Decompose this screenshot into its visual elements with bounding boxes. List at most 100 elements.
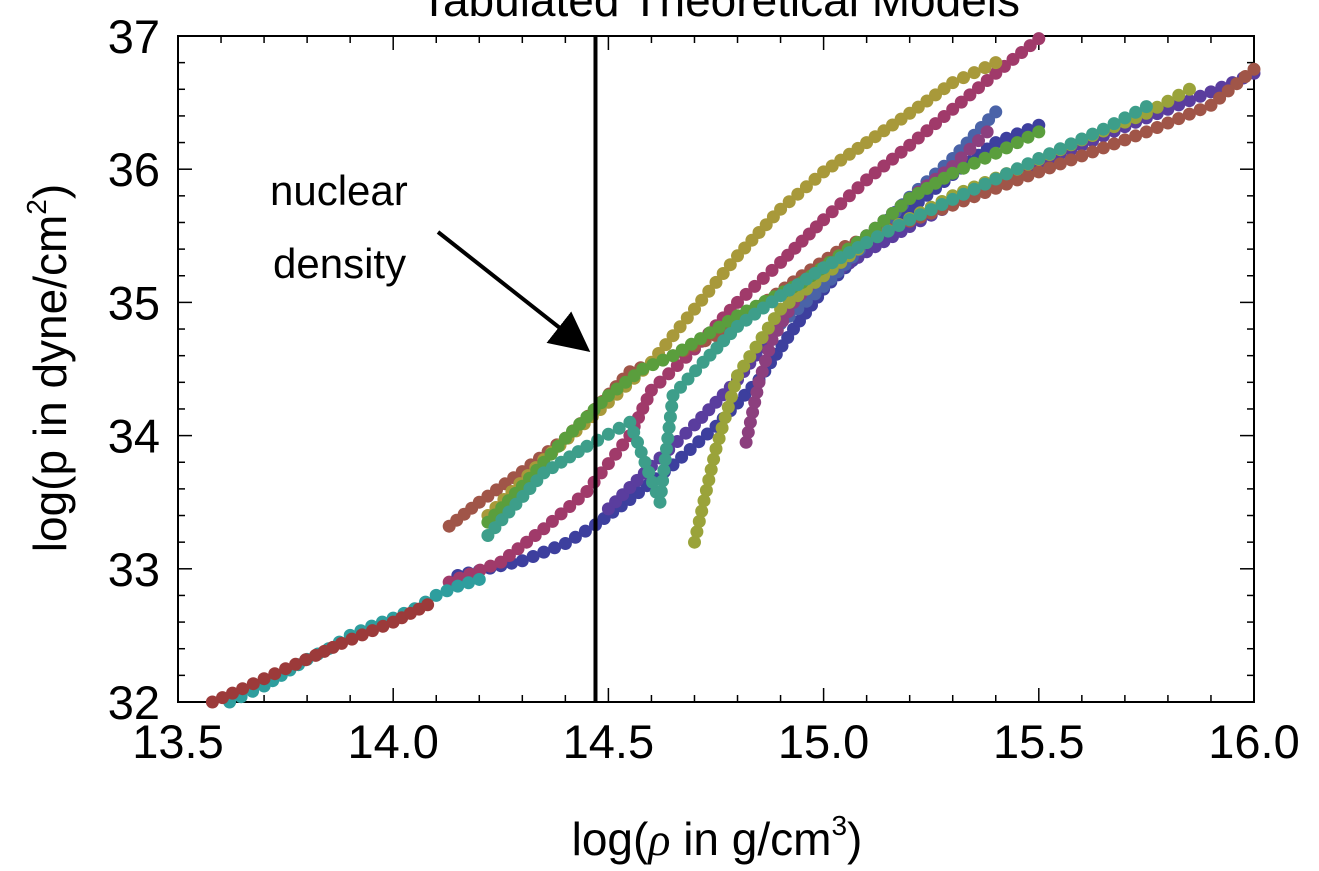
data-point — [924, 203, 938, 217]
data-point — [721, 400, 735, 414]
data-point — [1118, 133, 1132, 147]
data-point — [718, 411, 732, 424]
data-point — [690, 525, 704, 539]
data-point — [697, 494, 711, 508]
data-point — [580, 485, 594, 498]
data-point — [989, 146, 1003, 160]
data-point — [638, 455, 652, 469]
data-point — [1086, 145, 1100, 159]
data-point — [1238, 70, 1252, 83]
data-point — [515, 554, 529, 568]
data-point — [609, 447, 623, 461]
data-point — [1043, 147, 1057, 161]
data-point — [870, 230, 884, 244]
data-point — [894, 145, 908, 159]
data-point — [656, 353, 670, 367]
data-point — [935, 198, 949, 211]
data-point — [989, 172, 1003, 186]
data-point — [920, 124, 934, 138]
data-point — [715, 421, 729, 435]
data-point — [440, 584, 454, 598]
data-point — [877, 214, 891, 228]
data-point — [737, 359, 751, 373]
data-point — [279, 662, 293, 676]
data-point — [1161, 116, 1175, 130]
data-point — [957, 161, 970, 175]
data-point — [957, 187, 970, 201]
data-point — [967, 156, 981, 170]
data-point — [289, 657, 303, 671]
data-point — [978, 61, 992, 75]
data-point — [791, 187, 805, 201]
data-point — [1032, 32, 1046, 46]
data-point — [748, 279, 762, 293]
data-point — [963, 142, 977, 156]
data-point — [954, 151, 968, 165]
data-point — [659, 338, 673, 352]
data-point — [723, 258, 737, 272]
data-point — [762, 343, 776, 357]
data-point — [257, 672, 271, 686]
x-tick-labels: 13.5 14.0 14.5 15.0 15.5 16.0 — [132, 715, 1299, 768]
data-points — [205, 32, 1261, 709]
data-point — [1053, 142, 1067, 156]
data-point — [709, 275, 723, 289]
data-point — [472, 572, 486, 586]
data-point — [1172, 112, 1186, 126]
y-tick-labels: 32 33 34 35 36 37 — [108, 10, 160, 729]
data-point — [646, 358, 660, 372]
data-point — [661, 431, 675, 445]
data-point — [989, 105, 1003, 119]
data-point — [892, 219, 906, 232]
data-point — [578, 524, 592, 538]
data-point — [978, 177, 992, 191]
data-point — [972, 81, 985, 95]
data-point — [236, 682, 250, 696]
data-point — [881, 224, 895, 238]
data-point — [646, 475, 659, 489]
data-point — [366, 624, 379, 638]
data-point — [894, 199, 908, 213]
data-point — [1172, 88, 1186, 102]
data-point — [1182, 82, 1196, 96]
data-point — [799, 180, 813, 194]
data-point — [842, 189, 856, 203]
data-point — [946, 166, 960, 180]
y-tick-label: 33 — [108, 543, 160, 596]
data-point — [1010, 162, 1024, 176]
data-point — [699, 483, 713, 497]
data-point — [749, 340, 763, 354]
data-point — [299, 653, 313, 667]
data-point — [1247, 62, 1261, 76]
data-point — [681, 372, 695, 386]
data-point — [1096, 141, 1110, 155]
data-point — [707, 452, 721, 466]
data-point — [631, 435, 644, 449]
data-point — [568, 530, 582, 544]
data-point — [1107, 137, 1121, 151]
data-point — [580, 439, 594, 453]
axis-ticks — [177, 35, 1255, 703]
data-point — [689, 364, 703, 378]
data-point — [727, 379, 741, 393]
series-7 — [688, 82, 1196, 549]
data-point — [1010, 173, 1024, 187]
data-point — [1213, 91, 1227, 105]
data-point — [724, 390, 738, 404]
data-point — [1221, 84, 1235, 98]
data-point — [1182, 107, 1196, 121]
data-point — [429, 588, 443, 602]
x-tick-label: 14.0 — [347, 715, 438, 768]
data-point — [1021, 169, 1035, 183]
annotation-arrow — [436, 230, 591, 352]
data-point — [1172, 98, 1186, 112]
y-tick-label: 32 — [108, 676, 160, 729]
data-point — [911, 131, 925, 145]
data-point — [743, 350, 757, 364]
x-tick-label: 14.5 — [563, 715, 654, 768]
data-point — [1139, 100, 1153, 114]
data-point — [767, 312, 781, 326]
data-point — [755, 331, 769, 345]
data-point — [666, 329, 680, 343]
